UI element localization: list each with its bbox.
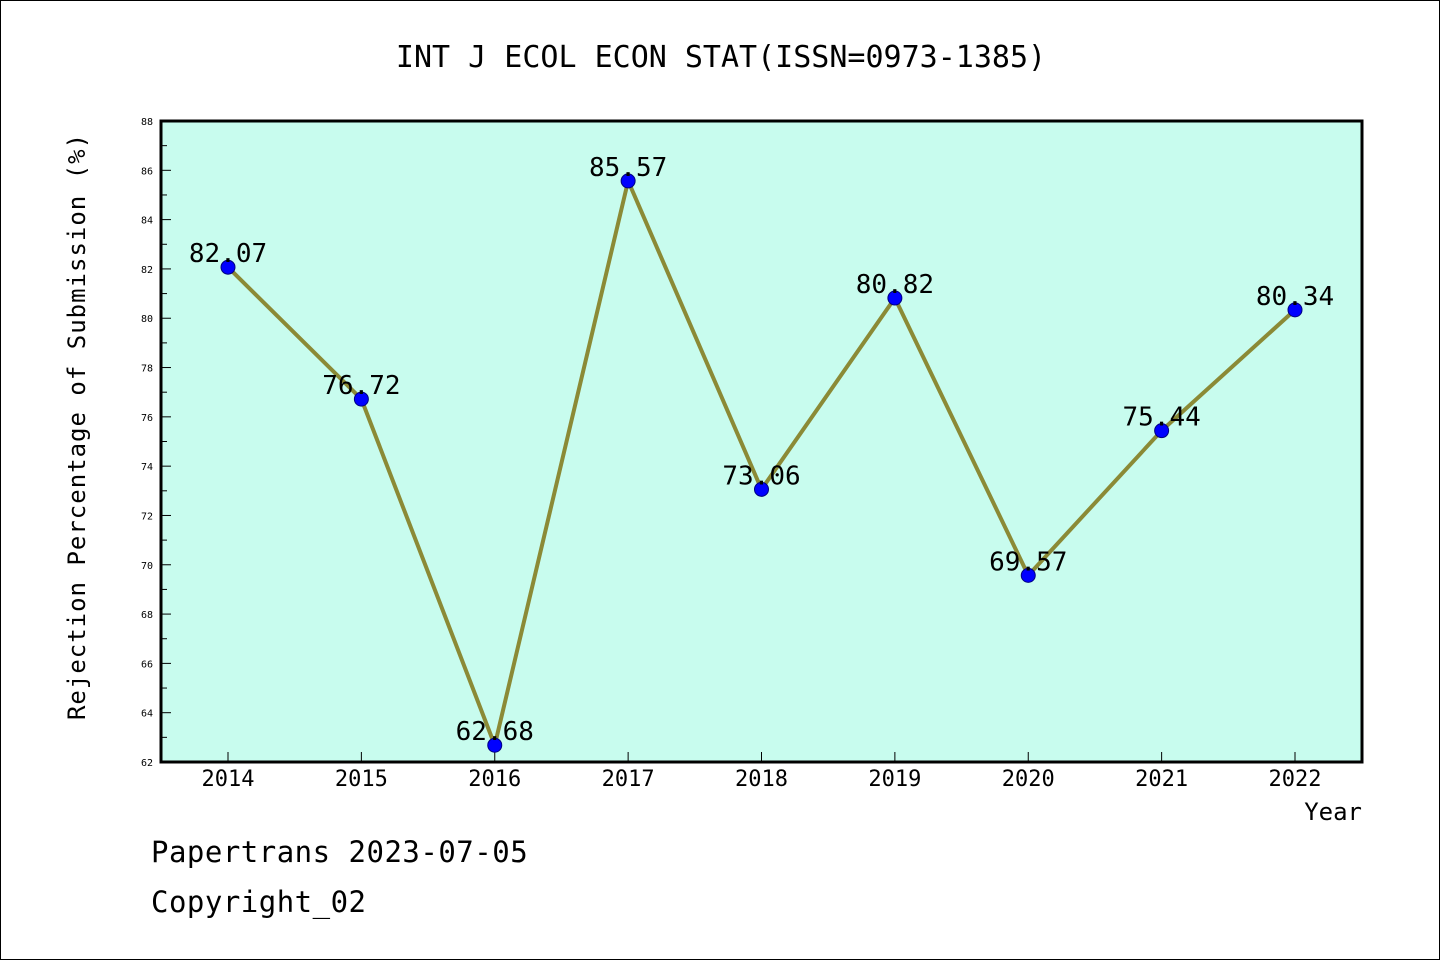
y-tick-label: 72 (141, 511, 153, 522)
y-tick-label: 76 (141, 413, 153, 424)
data-label: 82.07 (189, 239, 267, 269)
footer-copyright: Copyright_02 (151, 885, 367, 919)
series-layer: 82.07 76.72 62.68 85.57 73.06 80.82 69.57 75.44… (189, 153, 1334, 753)
data-point (353, 391, 369, 407)
plot-area (161, 121, 1362, 762)
x-axis-label: Year (1304, 798, 1362, 826)
footer-date: Papertrans 2023-07-05 (151, 835, 529, 869)
x-tick-label: 2016 (468, 767, 521, 792)
x-tick-label: 2014 (202, 767, 255, 792)
y-axis: 62 64 66 68 70 72 74 76 78 80 82 84 86 88 (141, 117, 171, 769)
y-tick-label: 68 (141, 610, 153, 621)
y-tick-label: 64 (141, 709, 153, 720)
y-tick-label: 84 (141, 216, 153, 227)
data-label: 80.82 (856, 270, 934, 300)
y-tick-label: 74 (141, 462, 153, 473)
y-tick-label: 62 (141, 758, 153, 769)
x-tick-label: 2021 (1135, 767, 1188, 792)
x-tick-label: 2017 (602, 767, 655, 792)
y-tick-label: 80 (141, 314, 153, 325)
chart-title: INT J ECOL ECON STAT(ISSN=0973-1385) (396, 40, 1046, 75)
data-label: 69.57 (989, 547, 1067, 577)
data-label: 73.06 (722, 461, 800, 491)
y-tick-label: 66 (141, 659, 153, 670)
data-point (1154, 423, 1170, 439)
data-point (620, 173, 636, 189)
data-label: 80.34 (1256, 282, 1334, 312)
data-point (754, 481, 769, 497)
data-point (220, 259, 236, 275)
data-point (1020, 567, 1036, 583)
x-tick-label: 2018 (735, 767, 788, 792)
plot-frame (159, 119, 1364, 764)
y-tick-label: 70 (141, 561, 153, 572)
y-axis-label: Rejection Percentage of Submission (%) (63, 133, 91, 720)
x-tick-label: 2015 (335, 767, 388, 792)
data-point (1287, 302, 1303, 318)
x-tick-label: 2020 (1002, 767, 1055, 792)
x-axis: 2014 2015 2016 2017 2018 2019 2020 2021 2022 (202, 752, 1322, 792)
y-tick-label: 82 (141, 265, 153, 276)
x-tick-label: 2019 (868, 767, 921, 792)
data-label: 85.57 (589, 153, 667, 183)
data-label: 76.72 (322, 371, 400, 401)
x-tick-label: 2022 (1269, 767, 1322, 792)
data-point (887, 290, 903, 306)
data-label: 75.44 (1122, 403, 1200, 433)
data-label: 62.68 (456, 717, 534, 747)
y-tick-label: 86 (141, 166, 153, 177)
y-tick-label: 88 (141, 117, 153, 128)
y-tick-label: 78 (141, 364, 153, 375)
data-point (487, 737, 503, 753)
